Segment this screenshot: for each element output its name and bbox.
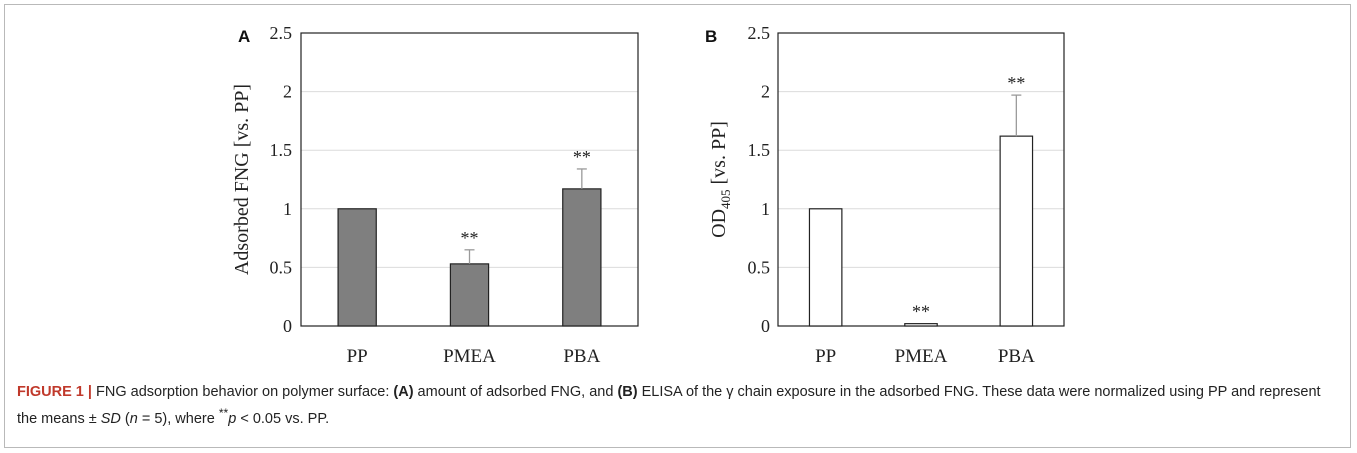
panel-b-ylabel-main: OD [708,209,730,238]
panel-b-bar-pp [808,208,843,327]
panel-b-label: B [705,27,717,46]
caption-text-1: FNG adsorption behavior on polymer surfa… [91,384,394,400]
caption-text-4: ( [120,410,130,427]
panel-b-ylabel-rest: [vs. PP] [708,121,730,189]
panel-a-ytick-label: 1.5 [270,140,293,160]
figure-charts: 0 0.5 1 1.5 2 2.5 A Adsorbed FNG [vs. PP] PP ** PM… [231,23,1065,367]
panel-a-ylabel: Adsorbed FNG [vs. PP] [231,84,253,275]
panel-a-ytick-label: 2 [283,82,292,102]
panel-a-bar-pmea [449,263,490,327]
panel-b-ylabel-subscript: 405 [718,189,733,209]
panel-b-xtick-label: PMEA [895,346,948,367]
panel-b-significance-pmea: ** [912,302,930,322]
panel-a-ytick-label: 2.5 [270,23,293,43]
caption-text-2: amount of adsorbed FNG, and [413,384,618,400]
caption-text-5: = 5), where [137,410,219,427]
panel-a-ytick-label: 1 [283,199,292,219]
panel-a-xtick-label: PBA [563,346,600,367]
panel-a-significance-pmea: ** [461,228,479,248]
panel-b-xtick-label: PP [815,346,836,367]
caption-panel-b: (B) [617,384,638,400]
panel-b-ytick-label: 0.5 [748,257,771,277]
panel-b-ytick-label: 0 [761,316,770,336]
panel-a-ytick-label: 0.5 [270,257,293,277]
panel-b-ytick-label: 1 [761,199,770,219]
caption-significance-mark: ** [218,406,229,420]
panel-a-bar-pp [337,208,377,327]
caption-text-6: < 0.05 vs. PP. [236,410,330,427]
panel-b-xtick-label: PBA [998,346,1035,367]
panel-b-bar-pba [999,135,1034,327]
panel-b-ylabel: OD405 [vs. PP] [708,121,733,238]
panel-a-significance-pba: ** [573,147,591,167]
panel-a-bar-pba [562,188,602,327]
panel-a-xtick-label: PP [347,346,368,367]
panel-b-bar-pmea [904,323,938,327]
panel-b-ytick-label: 2.5 [748,23,771,43]
caption-p: p [228,410,237,427]
figure-frame [4,4,1351,448]
figure-caption: FIGURE 1 | FNG adsorption behavior on po… [17,382,1337,430]
caption-label: FIGURE 1 | [17,384,92,400]
caption-panel-a: (A) [393,384,414,400]
caption-sd: SD [100,410,121,427]
panel-b-significance-pba: ** [1007,73,1025,93]
caption-n: n [129,410,138,427]
caption-text-3: ELISA of the γ chain exposure in the ads… [17,384,1321,427]
panel-a-ytick-label: 0 [283,316,292,336]
panel-a-xtick-label: PMEA [443,346,496,367]
panel-a-label: A [238,27,250,46]
panel-b-ytick-label: 2 [761,82,770,102]
panel-b-ytick-label: 1.5 [748,140,771,160]
